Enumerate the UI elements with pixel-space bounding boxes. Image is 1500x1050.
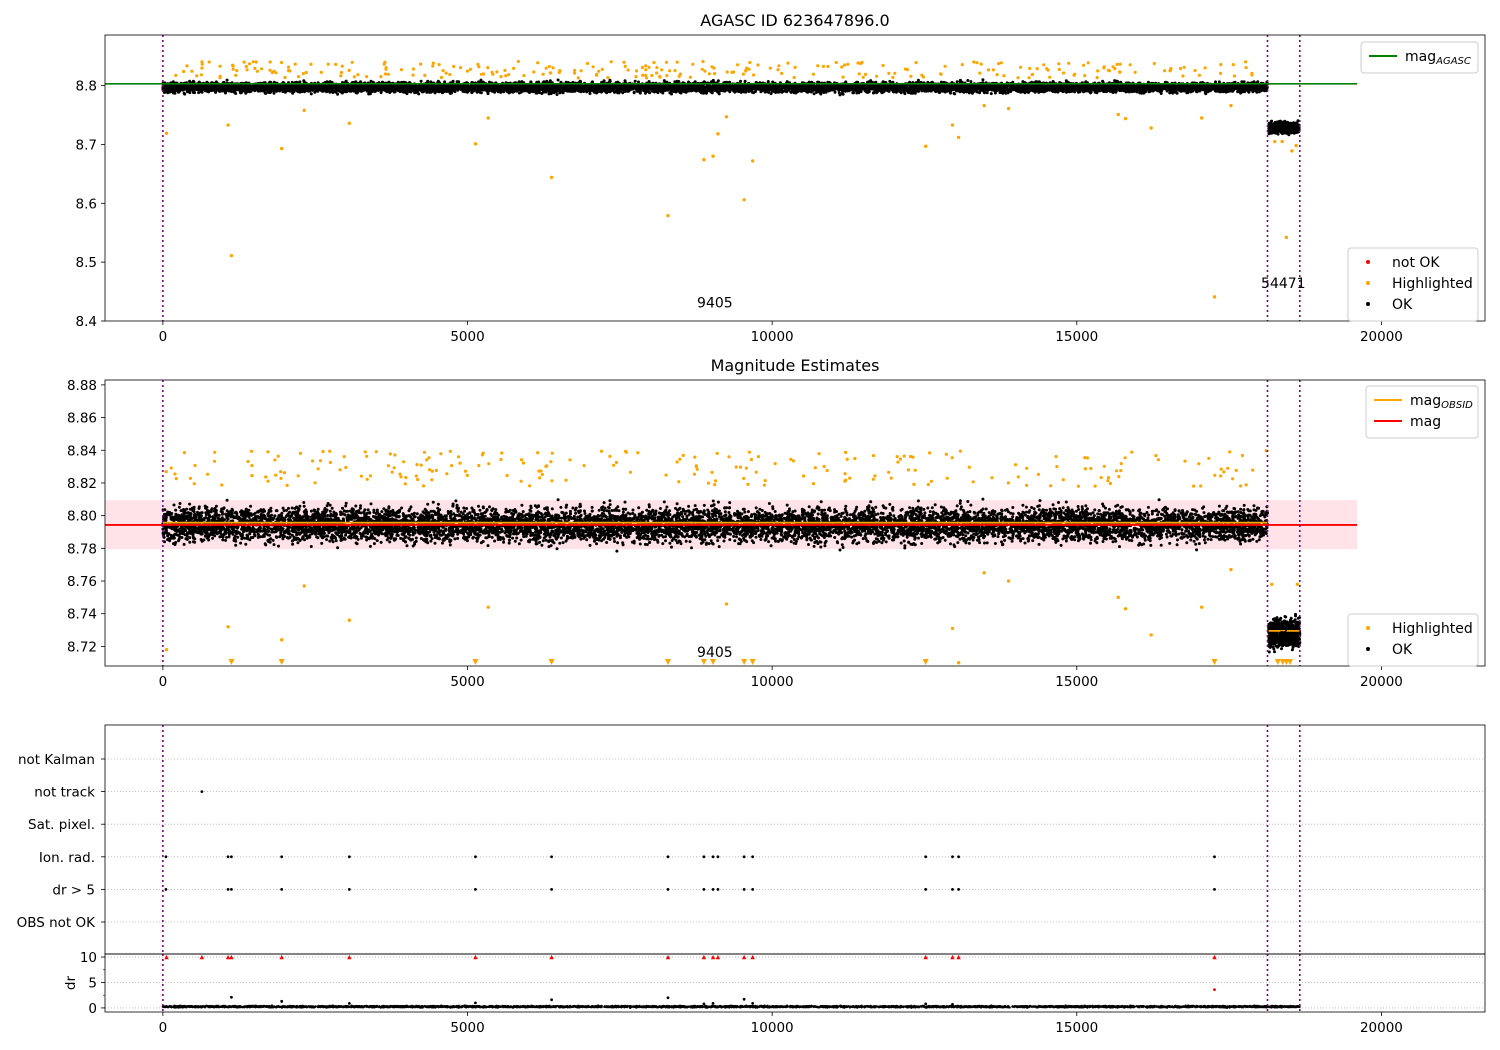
data-point — [949, 91, 952, 95]
data-point — [225, 78, 229, 82]
data-point — [1242, 80, 1246, 84]
data-point — [989, 92, 993, 96]
data-point — [417, 92, 421, 96]
data-point — [633, 79, 637, 83]
data-point — [771, 80, 775, 84]
data-point — [637, 80, 640, 84]
data-point — [556, 78, 560, 82]
data-point — [479, 78, 483, 82]
panel-agasc-data — [161, 59, 1301, 299]
data-point — [716, 79, 720, 83]
data-point — [309, 92, 313, 96]
data-point — [419, 79, 423, 83]
data-point — [443, 80, 447, 84]
data-point — [486, 92, 490, 96]
data-point — [743, 79, 747, 83]
data-point — [1185, 91, 1189, 95]
data-point — [1021, 80, 1025, 84]
data-point — [197, 91, 201, 95]
data-point — [966, 79, 970, 82]
data-point — [291, 91, 295, 95]
data-point — [981, 78, 985, 82]
data-point — [632, 90, 636, 94]
data-point — [171, 80, 175, 84]
data-point — [983, 91, 986, 95]
data-point — [608, 78, 612, 82]
data-point — [888, 79, 892, 83]
data-point — [488, 80, 491, 84]
data-point — [833, 90, 837, 94]
data-point — [1064, 79, 1068, 83]
